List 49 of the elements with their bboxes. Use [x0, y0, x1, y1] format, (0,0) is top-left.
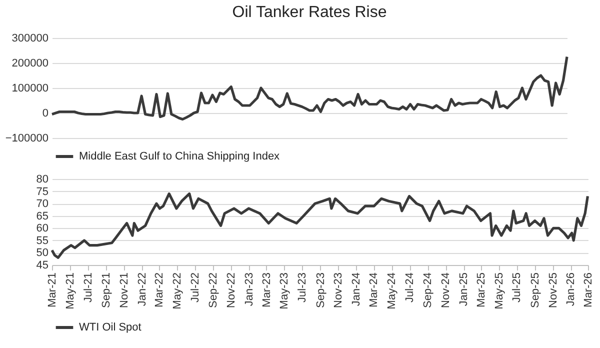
x-tick-label: Mar-26 — [582, 272, 594, 308]
x-tick-label: Sep-21 — [100, 272, 113, 308]
x-tick-label: Nov-22 — [226, 272, 238, 308]
x-tick-label: Jan-23 — [243, 272, 256, 306]
y-tick-label: 50 — [36, 247, 48, 260]
line-series — [50, 55, 568, 121]
x-tick-label: Jan-22 — [136, 272, 148, 306]
x-tick-label: Nov-21 — [118, 272, 130, 308]
y-tick-label: 55 — [36, 234, 48, 247]
x-tick-label: Jul-21 — [82, 272, 94, 302]
x-tick-label: Sep-24 — [422, 272, 434, 308]
y-tick-label: 200000 — [12, 58, 48, 70]
x-tick-label: May-21 — [64, 272, 76, 310]
x-tick-label: Mar-25 — [475, 272, 488, 308]
x-tick-label: Jul-22 — [189, 272, 202, 302]
x-tick-label: Mar-23 — [260, 272, 273, 308]
x-tick-label: Jan-26 — [565, 272, 578, 306]
x-tick-label: Sep-25 — [529, 272, 542, 308]
x-tick-label: Nov-24 — [440, 272, 452, 308]
chart-title: Oil Tanker Rates Rise — [232, 4, 387, 21]
y-tick-label: 70 — [36, 198, 48, 210]
x-tick-label: Jul-23 — [296, 272, 309, 302]
line-series — [50, 192, 590, 259]
x-tick-label: May-22 — [172, 272, 184, 310]
x-tick-label: May-23 — [278, 272, 291, 310]
x-tick-label: Sep-22 — [208, 272, 220, 308]
y-tick-label: 80 — [36, 174, 48, 186]
x-tick-label: Mar-21 — [46, 272, 58, 308]
y-tick-label: 100000 — [12, 82, 48, 94]
y-tick-label: 75 — [36, 186, 48, 198]
legend-label: WTI Oil Spot — [79, 322, 142, 334]
x-tick-label: Sep-23 — [314, 272, 327, 308]
x-tick-label: Mar-24 — [368, 272, 380, 308]
y-tick-label: 0 — [42, 108, 48, 120]
x-tick-label: May-24 — [386, 272, 398, 310]
x-tick-label: Jul-25 — [511, 272, 524, 302]
x-tick-label: Nov-25 — [547, 272, 560, 308]
y-tick-label: 60 — [36, 222, 48, 235]
x-tick-label: Mar-22 — [154, 272, 166, 308]
x-tick-label: May-25 — [493, 272, 506, 310]
x-tick-label: Jan-24 — [350, 272, 363, 306]
x-tick-label: Jul-24 — [404, 272, 416, 302]
legend-label: Middle East Gulf to China Shipping Index — [79, 150, 280, 162]
y-tick-label: 300000 — [12, 32, 48, 44]
y-tick-label: 65 — [36, 210, 48, 222]
y-tick-label: 45 — [36, 260, 48, 272]
x-tick-label: Nov-23 — [332, 272, 345, 308]
y-tick-label: −100000 — [5, 132, 48, 144]
x-tick-label: Jan-25 — [458, 272, 470, 306]
